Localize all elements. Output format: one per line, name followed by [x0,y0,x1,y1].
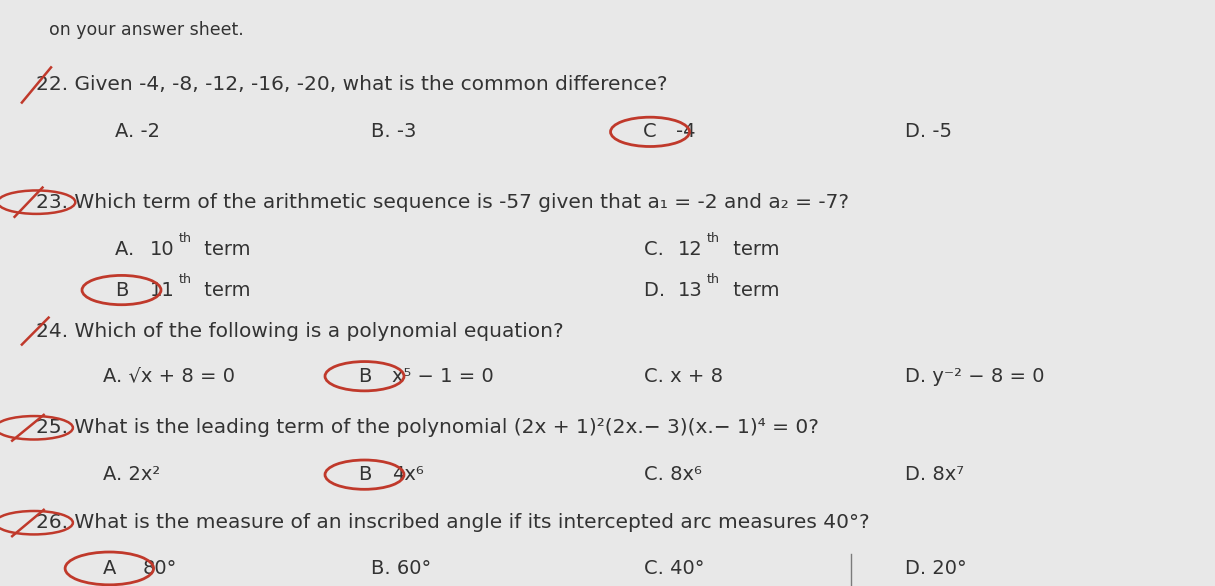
Text: term: term [198,240,250,258]
Text: 4x⁶: 4x⁶ [392,465,424,484]
Text: term: term [727,281,779,299]
Text: 24. Which of the following is a polynomial equation?: 24. Which of the following is a polynomi… [36,322,564,340]
Text: 80°: 80° [142,559,176,578]
Text: 10: 10 [149,240,174,258]
Text: th: th [179,232,192,245]
Text: 25. What is the leading term of the polynomial (2x + 1)²(2x.− 3)(x.− 1)⁴ = 0?: 25. What is the leading term of the poly… [36,418,819,437]
Text: th: th [179,273,192,286]
Text: 22. Given -4, -8, -12, -16, -20, what is the common difference?: 22. Given -4, -8, -12, -16, -20, what is… [36,76,668,94]
Text: C. 8x⁶: C. 8x⁶ [644,465,702,484]
Text: 23. Which term of the arithmetic sequence is -57 given that a₁ = -2 and a₂ = -7?: 23. Which term of the arithmetic sequenc… [36,193,849,212]
Text: C.: C. [644,240,671,258]
Text: th: th [707,273,720,286]
Text: A: A [102,559,117,578]
Text: C. x + 8: C. x + 8 [644,367,723,386]
Text: A.: A. [115,240,141,258]
Text: on your answer sheet.: on your answer sheet. [49,21,243,39]
Text: B. 60°: B. 60° [371,559,431,578]
Text: 12: 12 [678,240,702,258]
Text: A. √x + 8 = 0: A. √x + 8 = 0 [103,367,236,386]
Text: D. -5: D. -5 [905,122,953,141]
Text: B. -3: B. -3 [371,122,416,141]
Text: 26. What is the measure of an inscribed angle if its intercepted arc measures 40: 26. What is the measure of an inscribed … [36,513,870,532]
Text: th: th [707,232,720,245]
Text: B: B [357,367,372,386]
Text: 11: 11 [149,281,174,299]
Text: D. 8x⁷: D. 8x⁷ [905,465,965,484]
Text: C. 40°: C. 40° [644,559,705,578]
Text: x⁵ − 1 = 0: x⁵ − 1 = 0 [392,367,495,386]
Text: C: C [643,122,657,141]
Text: B: B [357,465,372,484]
Text: term: term [727,240,779,258]
Text: 13: 13 [678,281,702,299]
Text: D. y⁻² − 8 = 0: D. y⁻² − 8 = 0 [905,367,1045,386]
Text: B: B [114,281,129,299]
Text: D. 20°: D. 20° [905,559,967,578]
Text: A. 2x²: A. 2x² [103,465,160,484]
Text: D.: D. [644,281,672,299]
Text: term: term [198,281,250,299]
Text: -4: -4 [676,122,695,141]
Text: A. -2: A. -2 [115,122,160,141]
